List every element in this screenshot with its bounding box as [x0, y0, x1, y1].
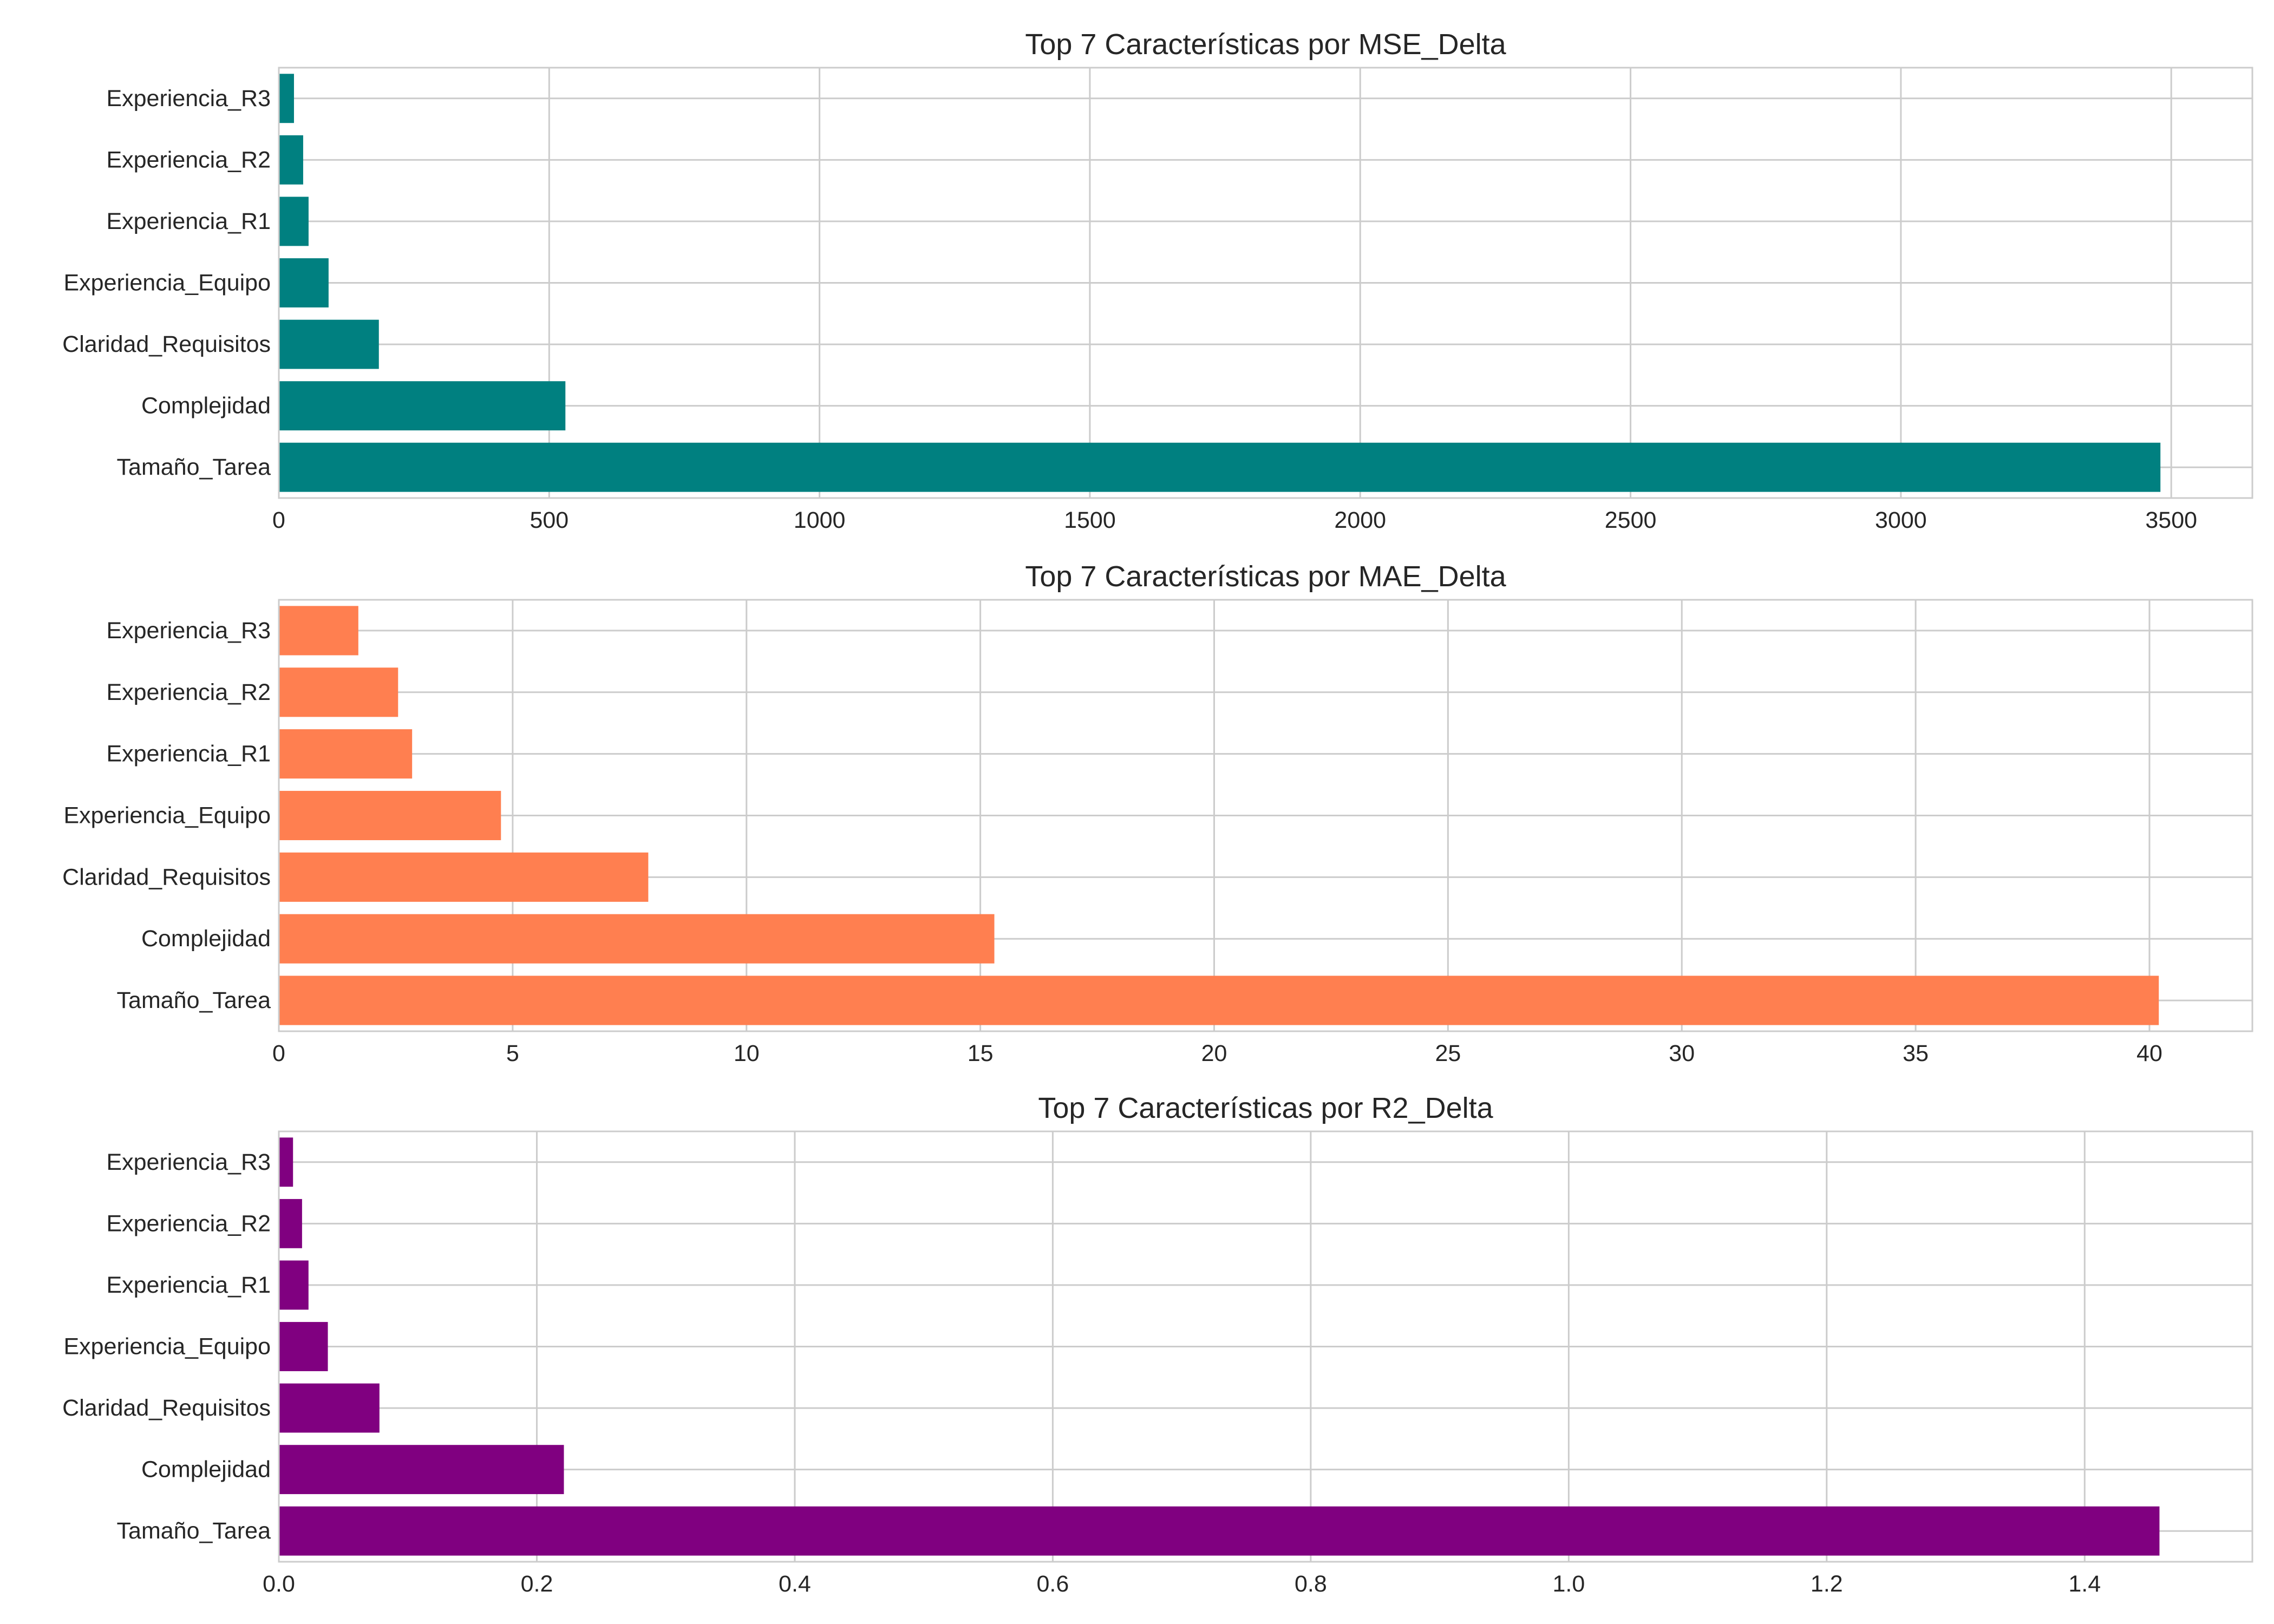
bar-complejidad [279, 1445, 564, 1495]
y-tick-label: Experiencia_Equipo [64, 1334, 271, 1360]
plot-frame [278, 1130, 2253, 1563]
x-tick-label: 3000 [1875, 507, 1927, 533]
bar-experiencia_r2 [279, 135, 303, 185]
chart-title: Top 7 Características por R2_Delta [1038, 1092, 1493, 1124]
x-tick-label: 0 [272, 1040, 285, 1066]
y-tick-label: Experiencia_R1 [106, 208, 271, 234]
y-tick-label: Experiencia_Equipo [64, 803, 271, 829]
y-tick-label: Experiencia_Equipo [64, 270, 271, 296]
bar-complejidad [279, 381, 566, 431]
y-tick-label: Claridad_Requisitos [62, 864, 271, 890]
y-tick-label: Complejidad [141, 393, 271, 419]
bar-claridad_requisitos [279, 852, 649, 902]
x-tick-label: 30 [1669, 1040, 1695, 1066]
bar-experiencia_r1 [279, 729, 413, 779]
x-tick-label: 0.8 [1295, 1571, 1327, 1597]
y-tick-label: Tamaño_Tarea [117, 987, 271, 1013]
x-tick-label: 0.2 [521, 1571, 553, 1597]
bar-experiencia_r3 [279, 74, 294, 123]
y-tick-label: Experiencia_R1 [106, 1272, 271, 1298]
x-tick-label: 2000 [1334, 507, 1386, 533]
x-tick-label: 1.0 [1552, 1571, 1585, 1597]
x-tick-label: 1.4 [2068, 1571, 2101, 1597]
bar-claridad_requisitos [279, 319, 379, 369]
x-tick-label: 25 [1435, 1040, 1461, 1066]
x-tick-label: 40 [2136, 1040, 2162, 1066]
x-tick-label: 5 [506, 1040, 519, 1066]
bar-experiencia_r1 [279, 1260, 309, 1310]
y-tick-label: Experiencia_R2 [106, 1210, 271, 1236]
bar-experiencia_equipo [279, 1322, 328, 1371]
x-tick-label: 0.0 [263, 1571, 295, 1597]
x-tick-label: 2500 [1605, 507, 1657, 533]
x-tick-label: 0.6 [1037, 1571, 1069, 1597]
plot-frame [278, 67, 2253, 499]
y-tick-label: Experiencia_R3 [106, 1149, 271, 1175]
bar-experiencia_equipo [279, 258, 329, 307]
y-tick-label: Experiencia_R3 [106, 86, 271, 112]
x-tick-label: 1500 [1064, 507, 1116, 533]
x-tick-label: 35 [1903, 1040, 1929, 1066]
x-tick-label: 10 [734, 1040, 760, 1066]
y-tick-label: Experiencia_R1 [106, 741, 271, 767]
bar-complejidad [279, 914, 995, 964]
bar-experiencia_equipo [279, 790, 501, 841]
x-tick-label: 20 [1201, 1040, 1227, 1066]
bar-experiencia_r1 [279, 197, 309, 246]
y-tick-label: Complejidad [141, 926, 271, 952]
chart-title: Top 7 Características por MSE_Delta [1025, 28, 1506, 61]
y-tick-label: Experiencia_R2 [106, 679, 271, 705]
bar-experiencia_r2 [279, 1199, 302, 1248]
bar-experiencia_r3 [279, 1137, 293, 1187]
y-tick-label: Experiencia_R3 [106, 618, 271, 644]
x-tick-label: 500 [530, 507, 568, 533]
x-tick-label: 3500 [2145, 507, 2197, 533]
chart-title: Top 7 Características por MAE_Delta [1025, 560, 1506, 593]
y-tick-label: Experiencia_R2 [106, 147, 271, 173]
y-tick-label: Tamaño_Tarea [117, 1518, 271, 1544]
x-tick-label: 1000 [794, 507, 846, 533]
plot-frame [278, 599, 2253, 1032]
bar-experiencia_r2 [279, 667, 398, 717]
x-tick-label: 0 [272, 507, 285, 533]
bar-experiencia_r3 [279, 606, 358, 656]
y-tick-label: Claridad_Requisitos [62, 331, 271, 357]
x-tick-label: 1.2 [1811, 1571, 1843, 1597]
y-tick-label: Claridad_Requisitos [62, 1395, 271, 1421]
y-tick-label: Tamaño_Tarea [117, 454, 271, 480]
bar-claridad_requisitos [279, 1383, 380, 1433]
bar-tamaño_tarea [279, 442, 2161, 492]
bar-tamaño_tarea [279, 975, 2159, 1025]
x-tick-label: 0.4 [779, 1571, 811, 1597]
bar-tamaño_tarea [279, 1506, 2160, 1556]
y-tick-label: Complejidad [141, 1457, 271, 1483]
x-tick-label: 15 [968, 1040, 994, 1066]
